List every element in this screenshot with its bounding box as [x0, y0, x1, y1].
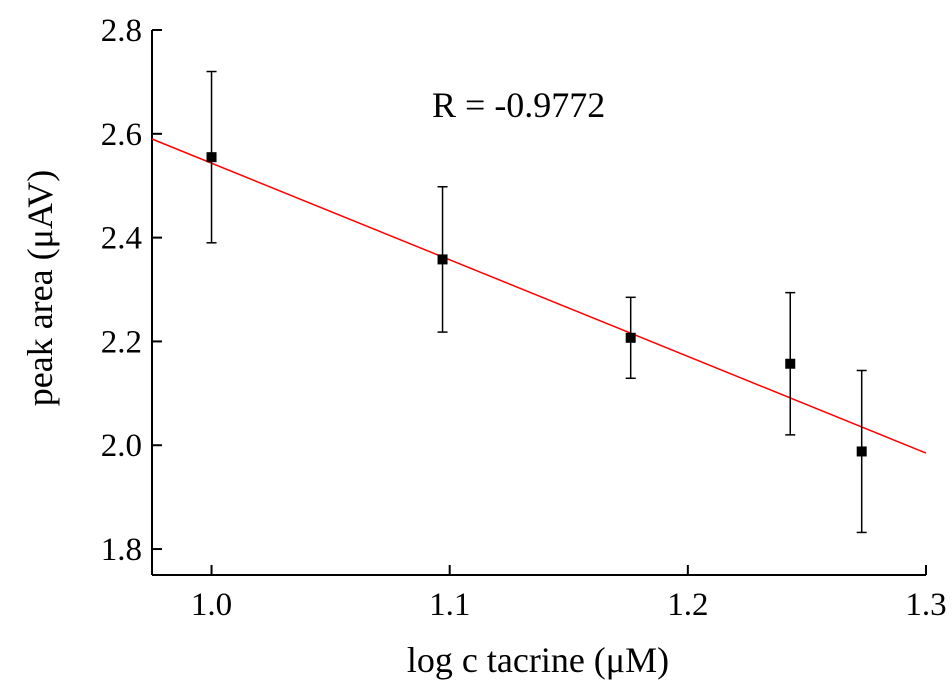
- data-point: [438, 254, 448, 264]
- y-tick-label: 2.8: [101, 13, 142, 49]
- y-tick-label: 2.4: [101, 221, 142, 257]
- data-point: [626, 333, 636, 343]
- data-point: [207, 152, 217, 162]
- y-tick-label: 2.0: [101, 428, 142, 464]
- y-tick-label: 2.2: [101, 324, 142, 360]
- x-tick-label: 1.3: [905, 587, 946, 623]
- fit-line-group: [152, 139, 926, 453]
- annotation-r: R = -0.9772: [432, 85, 605, 125]
- fit-line: [152, 139, 926, 453]
- x-tick-label: 1.1: [429, 587, 470, 623]
- y-axis-title: peak area (μAV): [20, 170, 60, 407]
- x-tick-label: 1.0: [191, 587, 232, 623]
- y-tick-label: 2.6: [101, 117, 142, 153]
- x-ticks: 1.0 1.1 1.2 1.3: [191, 565, 947, 623]
- x-axis-title: log c tacrine (μM): [407, 640, 669, 680]
- x-tick-label: 1.2: [667, 587, 708, 623]
- y-tick-label: 1.8: [101, 532, 142, 568]
- data-point: [857, 446, 867, 456]
- data-point: [785, 359, 795, 369]
- data-points: [207, 72, 867, 533]
